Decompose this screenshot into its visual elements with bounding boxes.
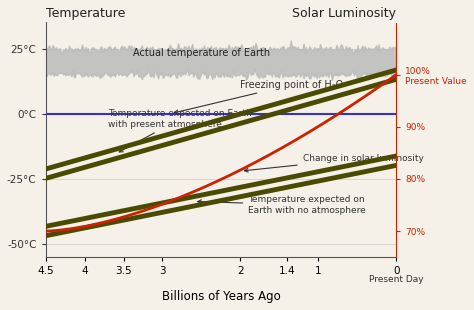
X-axis label: Billions of Years Ago: Billions of Years Ago — [162, 290, 280, 303]
Text: Actual temperature of Earth: Actual temperature of Earth — [133, 48, 270, 58]
Text: Temperature: Temperature — [46, 7, 125, 20]
Text: Solar Luminosity: Solar Luminosity — [292, 7, 396, 20]
Text: Temperature expected on
Earth with no atmosphere: Temperature expected on Earth with no at… — [198, 195, 366, 215]
Text: Temperature expected on Earth
with present atmosphere: Temperature expected on Earth with prese… — [108, 109, 252, 152]
Text: Present Day: Present Day — [369, 275, 424, 284]
Text: Change in solar luminosity: Change in solar luminosity — [245, 154, 424, 172]
Text: Freezing point of H₂O: Freezing point of H₂O — [174, 80, 344, 114]
